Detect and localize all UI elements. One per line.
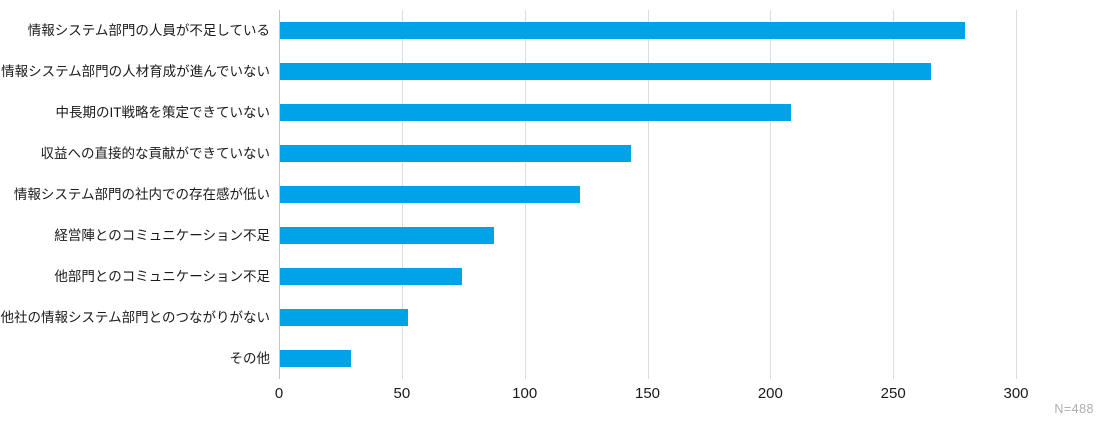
category-label: 情報システム部門の人員が不足している [27,23,270,38]
x-tick-label: 100 [512,385,538,402]
x-tick-label: 50 [393,385,411,402]
category-label: 他部門とのコミュニケーション不足 [54,269,270,284]
x-tick-label: 200 [757,385,783,402]
x-tick-label: 150 [634,385,661,402]
category-label: 経営陣とのコミュニケーション不足 [54,228,270,243]
bar [280,186,580,203]
category-label: 他社の情報システム部門とのつながりがない [0,310,270,325]
category-label: 収益への直接的な貢献ができていない [40,146,271,161]
x-tick-label: 250 [880,385,906,402]
gridline [770,10,772,379]
bar [280,22,966,39]
bar [280,145,632,162]
category-label: 情報システム部門の社内での存在感が低い [13,187,270,202]
bar [280,227,494,244]
x-tick-label: 0 [274,385,284,402]
gridline [893,10,895,379]
bar [280,350,352,367]
bar [280,309,408,326]
category-label: その他 [229,351,271,366]
category-label: 中長期のIT戦略を策定できていない [55,105,271,120]
sample-size-note: N=488 [1054,402,1094,416]
gridline [647,10,649,379]
bar [280,268,462,285]
gridline [1016,10,1017,379]
category-label: 情報システム部門の人材育成が進んでいない [1,64,270,79]
bar [280,104,791,121]
bar [280,63,932,80]
x-tick-label: 300 [1003,385,1029,402]
zero-axis-line [279,10,280,379]
